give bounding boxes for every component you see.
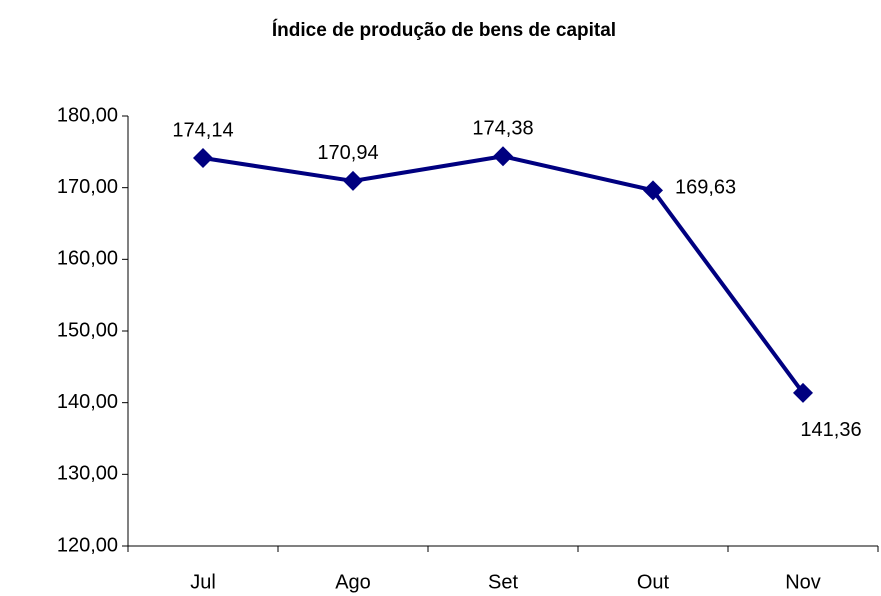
value-label: 169,63 — [675, 177, 736, 199]
value-label: 174,14 — [172, 119, 233, 141]
marker — [643, 180, 663, 201]
y-tick-label: 150,00 — [57, 319, 118, 341]
chart-title: Índice de produção de bens de capital — [272, 19, 616, 41]
marker — [343, 170, 363, 191]
y-tick-label: 160,00 — [57, 248, 118, 270]
x-tick-label: Nov — [785, 571, 821, 593]
value-label: 170,94 — [317, 142, 378, 164]
value-label: 174,38 — [472, 118, 533, 140]
marker — [193, 147, 213, 168]
y-tick-label: 130,00 — [57, 463, 118, 485]
value-label: 141,36 — [800, 419, 861, 441]
x-tick-label: Out — [637, 571, 670, 593]
x-tick-label: Ago — [335, 571, 371, 593]
y-tick-label: 180,00 — [57, 104, 118, 126]
marker — [493, 146, 513, 167]
y-tick-label: 170,00 — [57, 176, 118, 198]
y-tick-label: 140,00 — [57, 391, 118, 413]
y-tick-label: 120,00 — [57, 534, 118, 556]
marker — [793, 382, 813, 403]
x-tick-label: Set — [488, 571, 518, 593]
x-tick-label: Jul — [190, 571, 216, 593]
